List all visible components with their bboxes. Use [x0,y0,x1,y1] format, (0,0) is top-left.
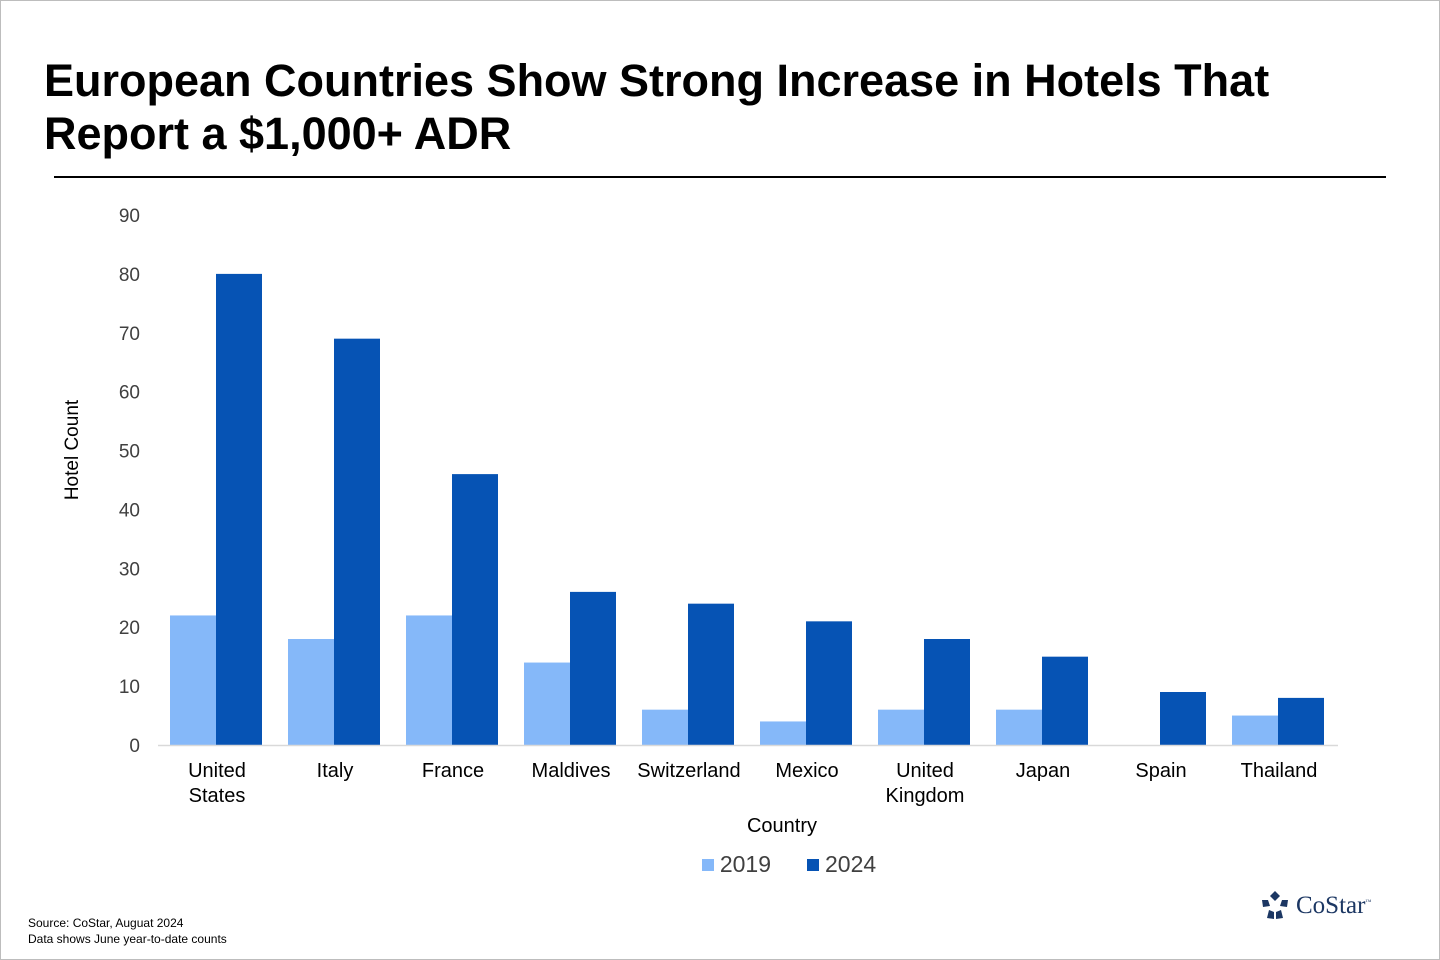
x-tick-label: United [188,760,246,782]
y-tick-label: 90 [119,206,140,227]
title-divider [54,176,1386,178]
legend-item-2024: 2024 [807,851,876,878]
bar-2024-4 [688,603,734,745]
chart-legend: 2019 2024 [0,851,1440,878]
bar-2024-6 [924,639,970,745]
data-note: Data shows June year-to-date counts [28,932,227,946]
x-tick-label: Mexico [775,760,838,782]
y-tick-label: 40 [119,500,140,521]
bar-2019-2 [406,615,452,745]
bar-2019-4 [642,709,688,745]
bar-2019-3 [524,662,570,745]
y-tick-label: 50 [119,442,140,463]
logo-wordmark: CoStar™ [1296,892,1371,920]
x-tick-label: Japan [1016,760,1071,782]
bar-chart: 0 10 20 30 40 50 60 70 80 90 United States Italy Fran… [62,206,1338,837]
x-tick-label: Maldives [532,760,611,782]
bar-2019-1 [288,639,334,745]
legend-label-2019: 2019 [719,851,771,877]
x-axis-title: Country [747,815,817,837]
bar-2019-0 [170,615,216,745]
x-tick-label: States [189,785,246,807]
chart-title: European Countries Show Strong Increase … [44,55,1270,159]
bar-2019-9 [1232,715,1278,745]
logo-text: CoStar [1296,892,1366,919]
bar-2024-2 [452,474,498,745]
y-tick-label: 0 [129,736,140,757]
x-tick-label: France [422,760,484,782]
bar-2024-0 [216,273,262,745]
x-tick-label: United [896,760,954,782]
y-tick-label: 60 [119,383,140,404]
y-tick-label: 10 [119,677,140,698]
source-note: Source: CoStar, Auguat 2024 [28,916,184,930]
y-tick-label: 20 [119,618,140,639]
legend-label-2024: 2024 [825,851,877,877]
y-tick-label: 70 [119,324,140,345]
costar-logo: CoStar™ [1259,890,1371,922]
bar-2019-6 [878,709,924,745]
y-tick-label: 80 [119,265,140,286]
x-tick-label: Italy [317,760,354,782]
bar-2019-7 [996,709,1042,745]
x-tick-label: Spain [1135,760,1186,782]
bar-2024-1 [334,338,380,745]
costar-star-logo-icon [1262,891,1288,919]
bar-2024-5 [806,621,852,745]
legend-swatch-2019 [701,858,714,871]
y-tick-label: 30 [119,559,140,580]
logo-trademark: ™ [1365,899,1372,906]
y-axis-title: Hotel Count [62,399,83,500]
bar-2024-3 [570,591,616,745]
x-tick-label: Switzerland [637,760,740,782]
bar-2024-8 [1160,692,1206,745]
x-tick-label: Kingdom [886,785,965,807]
bar-2019-5 [760,721,806,745]
legend-item-2019: 2019 [701,851,771,878]
bar-2024-9 [1278,697,1324,745]
legend-swatch-2024 [807,858,819,871]
x-tick-label: Thailand [1241,760,1318,782]
bar-2024-7 [1042,656,1088,745]
